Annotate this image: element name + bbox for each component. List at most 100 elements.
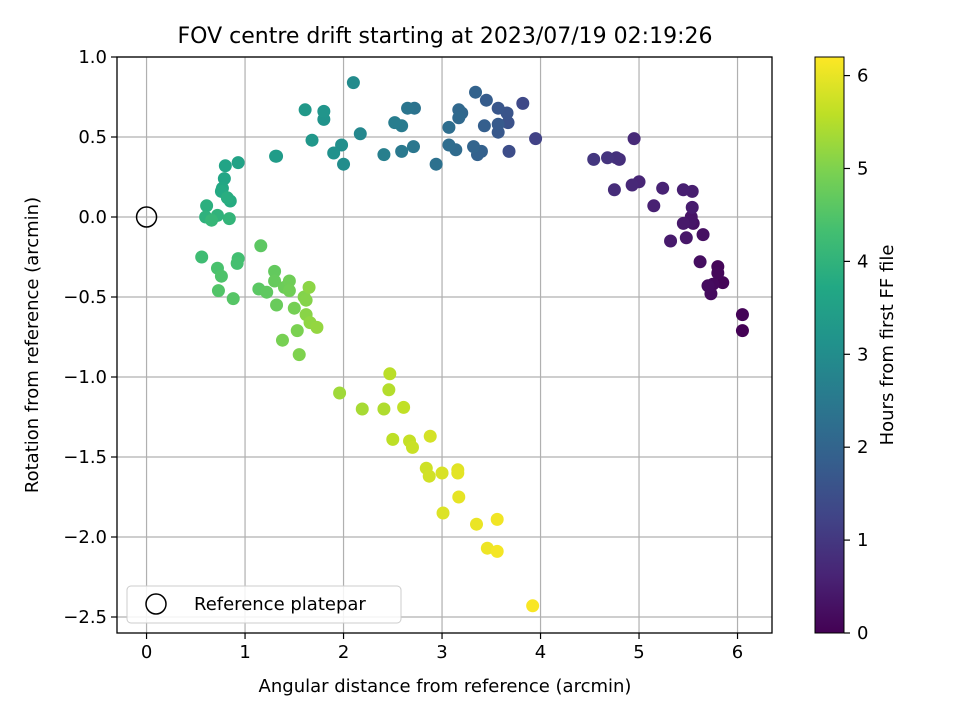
data-point [502,144,516,158]
colorbar-tick-label: 4 [857,251,868,272]
data-point [290,324,304,338]
data-point [388,116,402,130]
data-point [195,250,209,264]
data-point [716,276,730,290]
data-point [346,76,360,90]
gridlines [117,56,772,633]
data-point [333,386,347,400]
data-point [470,517,484,531]
data-point [292,348,306,362]
y-axis-ticks: −2.5 −2.0 −1.5 −1.0 −0.5 0.0 0.5 1.0 [63,47,117,628]
data-point [260,285,274,299]
data-point [335,138,349,152]
data-point [218,159,232,173]
data-point [254,239,268,253]
data-point [647,199,661,213]
chart-title: FOV centre drift starting at 2023/07/19 … [178,24,713,49]
data-point [298,103,312,117]
data-point [395,144,409,158]
x-tick-label: 6 [732,642,743,663]
data-point [479,93,493,107]
data-point [406,140,420,154]
data-point [607,183,621,197]
data-point [435,466,449,480]
data-point [526,599,540,613]
data-point [211,284,225,298]
reference-point-marker [135,206,158,228]
colorbar-tick-label: 0 [857,623,868,644]
data-point [529,132,543,146]
data-point [676,183,690,197]
data-point [299,293,313,307]
colorbar: 0 1 2 3 4 5 6 Hours from first FF file [814,56,898,644]
data-point [230,256,244,270]
plot-frame [116,56,773,634]
data-point [467,140,481,154]
y-tick-label: 0.5 [78,127,107,148]
x-tick-label: 0 [141,642,152,663]
data-point [452,111,466,125]
y-axis-label: Rotation from reference (arcmin) [22,197,43,493]
data-point [302,280,316,294]
data-point [383,367,397,381]
data-point [601,151,615,165]
data-point [377,148,391,162]
data-point [436,506,450,520]
data-point [429,157,443,171]
data-point [491,101,505,115]
colorbar-tick-label: 3 [857,344,868,365]
data-point [676,216,690,230]
legend-box [126,585,402,624]
data-point [480,541,494,555]
colorbar-tick-label: 5 [857,158,868,179]
data-point [231,156,245,170]
x-tick-label: 1 [239,642,250,663]
colorbar-tick-label: 6 [857,66,868,87]
data-point [452,490,466,504]
data-point [442,120,456,134]
y-tick-label: −2.5 [63,607,107,628]
y-tick-label: −1.0 [63,367,107,388]
y-tick-label: 1.0 [78,47,107,68]
data-point [664,234,678,248]
data-point [735,324,749,338]
data-point [490,544,504,558]
data-point [220,191,234,205]
data-point [679,231,693,245]
data-point [355,402,369,416]
colorbar-tick-label: 2 [857,437,868,458]
y-tick-label: −0.5 [63,287,107,308]
data-point [490,512,504,526]
data-point [382,383,396,397]
x-tick-label: 4 [535,642,546,663]
data-point [625,178,639,192]
data-point [282,274,296,288]
data-point [693,255,707,269]
data-point [287,301,301,315]
data-point [205,213,219,227]
data-point [401,101,415,115]
data-point [735,308,749,322]
legend: Reference platepar [126,585,402,624]
y-tick-label: −1.5 [63,447,107,468]
data-point [305,133,319,147]
data-point [353,127,367,141]
data-point [451,466,465,480]
data-point [226,292,240,306]
x-axis-ticks: 0 1 2 3 4 5 6 [141,633,743,663]
data-point [701,279,715,293]
data-point [222,212,236,226]
x-tick-label: 5 [633,642,644,663]
data-point [422,469,436,483]
colorbar-label: Hours from first FF file [877,245,898,446]
colorbar-gradient [814,56,845,634]
data-point [685,200,699,214]
x-tick-label: 2 [338,642,349,663]
data-point [269,149,283,163]
data-point [491,117,505,131]
data-point [310,320,324,334]
data-point [405,440,419,454]
data-point [516,96,530,110]
data-point [270,298,284,312]
